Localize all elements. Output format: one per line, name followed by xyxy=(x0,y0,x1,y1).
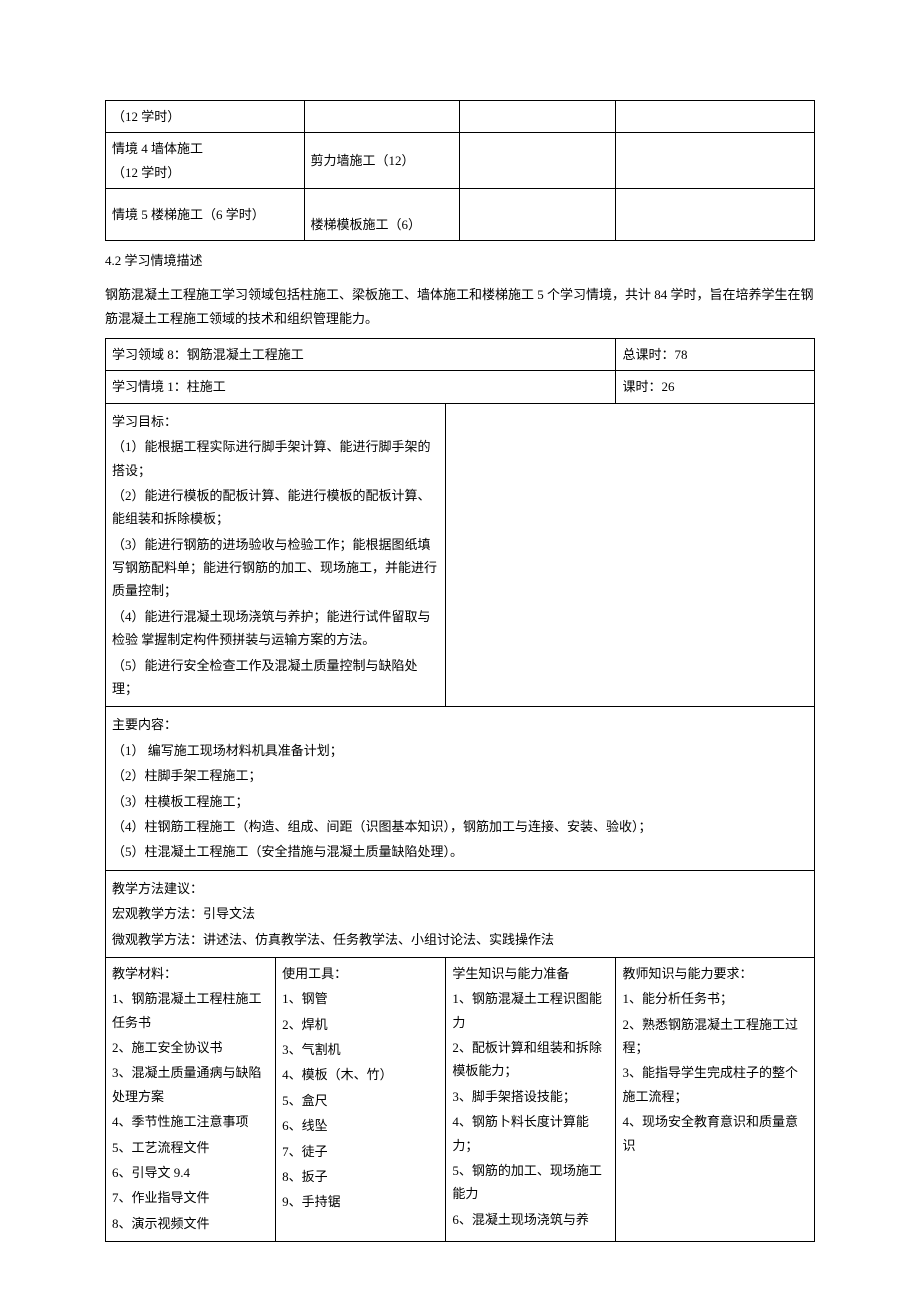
material-7: 7、作业指导文件 xyxy=(112,1186,269,1209)
t1-r3-c2: 楼梯模板施工（6） xyxy=(304,189,460,241)
student-3: 3、脚手架搭设技能； xyxy=(452,1085,609,1108)
tool-4: 4、模板（木、竹） xyxy=(282,1063,439,1086)
teacher-4: 4、现场安全教育意识和质量意识 xyxy=(622,1110,808,1157)
t1-r3-c4 xyxy=(616,189,815,241)
content-1: （1） 编写施工现场材料机具准备计划； xyxy=(112,739,808,762)
hours-cell: 课时：26 xyxy=(616,371,815,403)
t1-r1-c1: （12 学时） xyxy=(106,101,305,133)
student-2: 2、配板计算和组装和拆除模板能力； xyxy=(452,1036,609,1083)
method-micro: 微观教学方法：讲述法、仿真教学法、任务教学法、小组讨论法、实践操作法 xyxy=(112,928,808,951)
situations-partial-table: （12 学时） 情境 4 墙体施工 （12 学时） 剪力墙施工（12） 情境 5… xyxy=(105,100,815,241)
tools-title: 使用工具： xyxy=(282,962,439,985)
t1-r2-c3 xyxy=(460,133,616,189)
material-6: 6、引导文 9.4 xyxy=(112,1161,269,1184)
student-6: 6、混凝土现场浇筑与养 xyxy=(452,1208,609,1231)
method-macro: 宏观教学方法：引导文法 xyxy=(112,902,808,925)
learning-situation-detail-table: 学习领域 8：钢筋混凝土工程施工 总课时：78 学习情境 1：柱施工 课时：26… xyxy=(105,338,815,1242)
teacher-1: 1、能分析任务书； xyxy=(622,987,808,1010)
contents-cell: 主要内容： （1） 编写施工现场材料机具准备计划； （2）柱脚手架工程施工； （… xyxy=(106,707,815,870)
section-heading: 4.2 学习情境描述 xyxy=(105,249,815,272)
goals-right-empty xyxy=(446,403,815,707)
method-cell: 教学方法建议： 宏观教学方法：引导文法 微观教学方法：讲述法、仿真教学法、任务教… xyxy=(106,870,815,957)
learning-field-cell: 学习领域 8：钢筋混凝土工程施工 xyxy=(106,338,616,370)
tool-9: 9、手持锯 xyxy=(282,1190,439,1213)
situation-cell: 学习情境 1：柱施工 xyxy=(106,371,616,403)
goal-1: （1）能根据工程实际进行脚手架计算、能进行脚手架的搭设； xyxy=(112,435,439,482)
student-1: 1、钢筋混凝土工程识图能力 xyxy=(452,987,609,1034)
tools-cell: 使用工具： 1、钢管 2、焊机 3、气割机 4、模板（木、竹） 5、盒尺 6、线… xyxy=(276,957,446,1241)
tool-6: 6、线坠 xyxy=(282,1114,439,1137)
material-1: 1、钢筋混凝土工程柱施工任务书 xyxy=(112,987,269,1034)
material-8: 8、演示视频文件 xyxy=(112,1212,269,1235)
t1-r1-c2 xyxy=(304,101,460,133)
student-4: 4、钢筋卜料长度计算能力； xyxy=(452,1110,609,1157)
t1-r2-c4 xyxy=(616,133,815,189)
teacher-2: 2、熟悉钢筋混凝土工程施工过程； xyxy=(622,1013,808,1060)
tool-5: 5、盒尺 xyxy=(282,1089,439,1112)
teacher-title: 教师知识与能力要求： xyxy=(622,962,808,985)
content-5: （5）柱混凝土工程施工（安全措施与混凝土质量缺陷处理）。 xyxy=(112,840,808,863)
t1-r2-c2: 剪力墙施工（12） xyxy=(304,133,460,189)
total-hours-cell: 总课时：78 xyxy=(616,338,815,370)
t1-r3-c3 xyxy=(460,189,616,241)
content-3: （3）柱模板工程施工； xyxy=(112,790,808,813)
material-5: 5、工艺流程文件 xyxy=(112,1136,269,1159)
teacher-3: 3、能指导学生完成柱子的整个施工流程； xyxy=(622,1061,808,1108)
material-2: 2、施工安全协议书 xyxy=(112,1036,269,1059)
tool-1: 1、钢管 xyxy=(282,987,439,1010)
teacher-cell: 教师知识与能力要求： 1、能分析任务书； 2、熟悉钢筋混凝土工程施工过程； 3、… xyxy=(616,957,815,1241)
goals-title: 学习目标： xyxy=(112,410,439,433)
goal-4: （4）能进行混凝土现场浇筑与养护；能进行试件留取与检验 掌握制定构件预拼装与运输… xyxy=(112,605,439,652)
student-5: 5、钢筋的加工、现场施工能力 xyxy=(452,1159,609,1206)
material-4: 4、季节性施工注意事项 xyxy=(112,1110,269,1133)
student-title: 学生知识与能力准备 xyxy=(452,962,609,985)
material-3: 3、混凝土质量通病与缺陷处理方案 xyxy=(112,1061,269,1108)
section-intro: 钢筋混凝土工程施工学习领域包括柱施工、梁板施工、墙体施工和楼梯施工 5 个学习情… xyxy=(105,283,815,332)
goal-2: （2）能进行模板的配板计算、能进行模板的配板计算、能组装和拆除模板； xyxy=(112,484,439,531)
t1-r3-c1: 情境 5 楼梯施工（6 学时） xyxy=(106,189,305,241)
materials-cell: 教学材料： 1、钢筋混凝土工程柱施工任务书 2、施工安全协议书 3、混凝土质量通… xyxy=(106,957,276,1241)
goal-5: （5）能进行安全检查工作及混凝土质量控制与缺陷处理； xyxy=(112,654,439,701)
tool-8: 8、扳子 xyxy=(282,1165,439,1188)
goals-cell: 学习目标： （1）能根据工程实际进行脚手架计算、能进行脚手架的搭设； （2）能进… xyxy=(106,403,446,707)
t1-r1-c4 xyxy=(616,101,815,133)
tool-7: 7、徒子 xyxy=(282,1140,439,1163)
content-2: （2）柱脚手架工程施工； xyxy=(112,764,808,787)
t1-r2-c1: 情境 4 墙体施工 （12 学时） xyxy=(106,133,305,189)
goal-3: （3）能进行钢筋的进场验收与检验工作；能根据图纸填写钢筋配料单；能进行钢筋的加工… xyxy=(112,533,439,603)
tool-3: 3、气割机 xyxy=(282,1038,439,1061)
contents-title: 主要内容： xyxy=(112,713,808,736)
t1-r1-c3 xyxy=(460,101,616,133)
method-title: 教学方法建议： xyxy=(112,877,808,900)
student-cell: 学生知识与能力准备 1、钢筋混凝土工程识图能力 2、配板计算和组装和拆除模板能力… xyxy=(446,957,616,1241)
content-4: （4）柱钢筋工程施工（构造、组成、间距（识图基本知识），钢筋加工与连接、安装、验… xyxy=(112,815,808,838)
tool-2: 2、焊机 xyxy=(282,1013,439,1036)
materials-title: 教学材料： xyxy=(112,962,269,985)
